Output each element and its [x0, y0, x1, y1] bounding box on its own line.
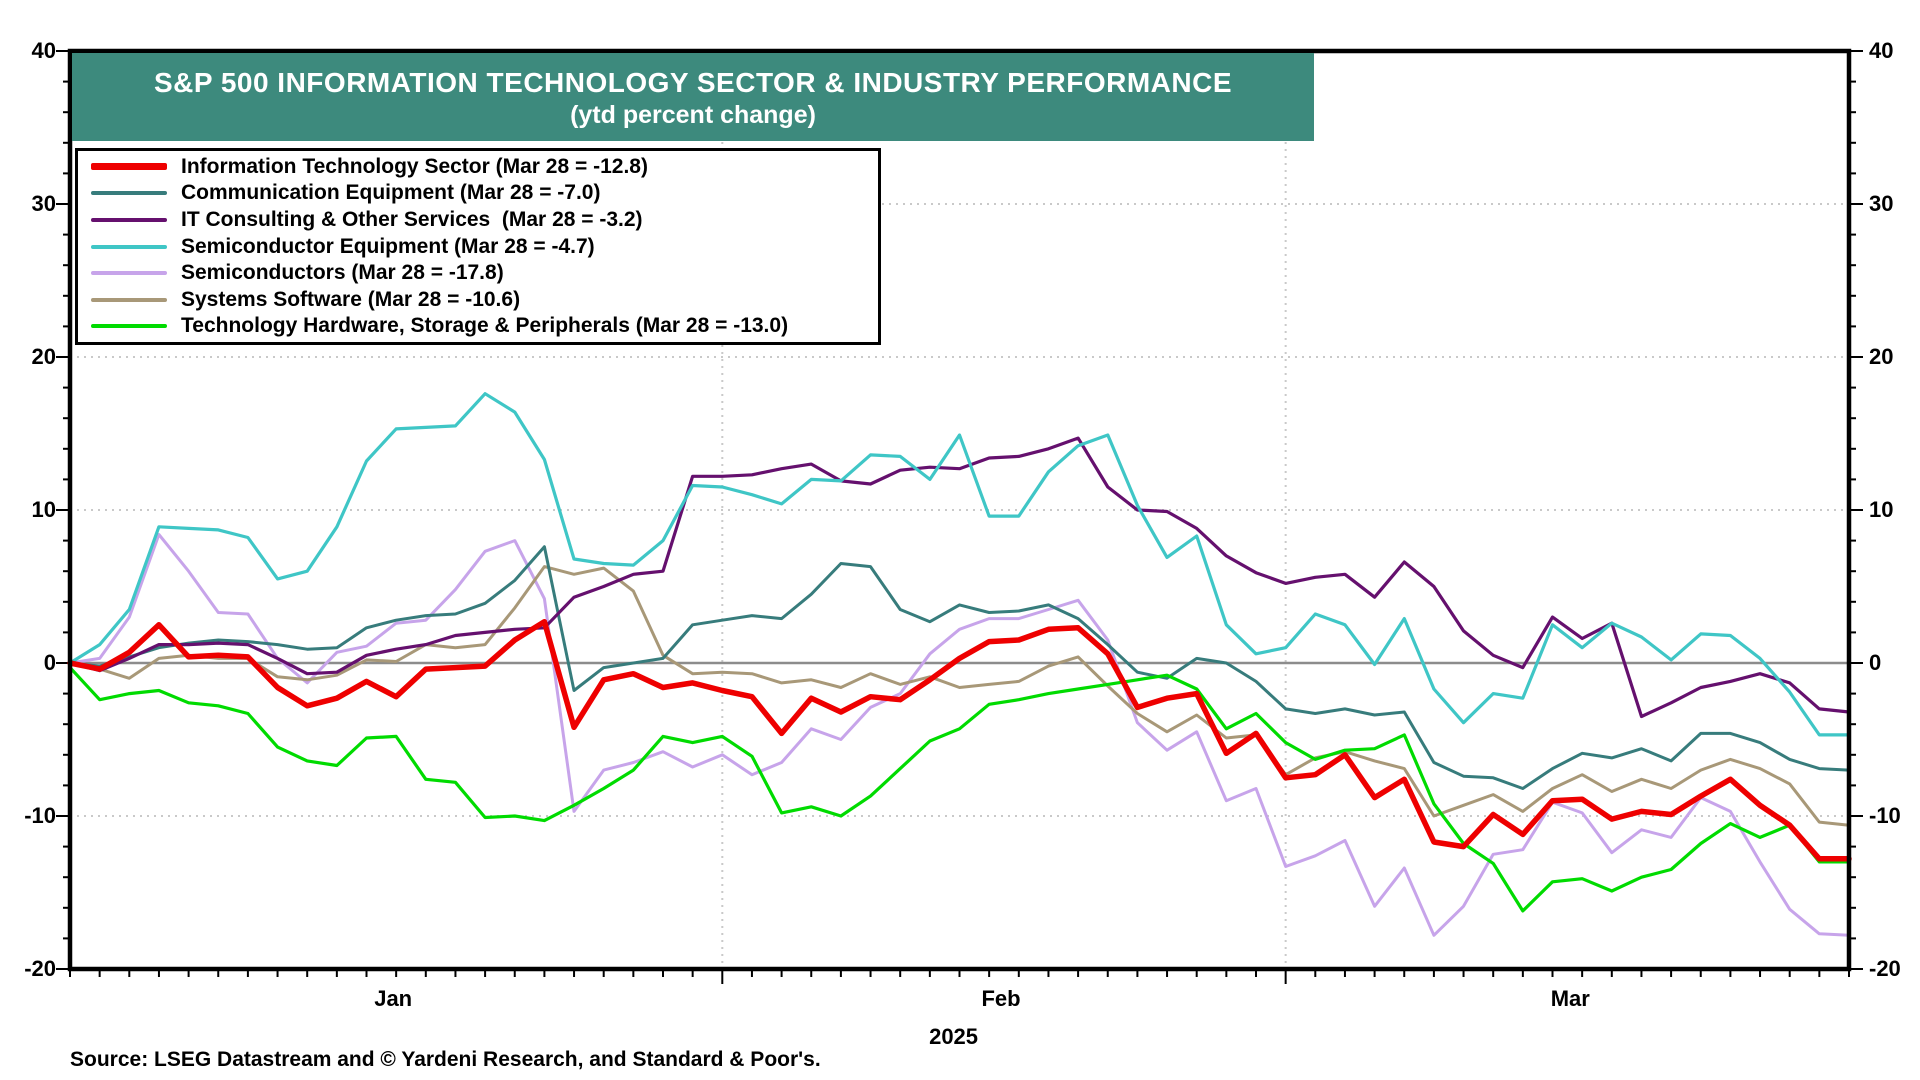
y-axis-tick-label-right--20: -20: [1869, 956, 1901, 981]
y-axis-tick-label-left-40: 40: [31, 38, 56, 63]
plot-border: [67, 48, 1852, 972]
legend-item-systems-software: Systems Software (Mar 28 = -10.6): [78, 287, 878, 313]
legend-label-systems-software: Systems Software (Mar 28 = -10.6): [181, 287, 521, 311]
legend-item-technology-hardware-storage-peripherals: Technology Hardware, Storage & Periphera…: [78, 313, 878, 339]
legend-swatch-information-technology-sector: [91, 163, 167, 171]
series-line-it-consulting-other-services: [68, 436, 1851, 719]
x-axis-label-feb: Feb: [981, 986, 1021, 1011]
legend: Information Technology Sector (Mar 28 = …: [75, 148, 881, 345]
legend-item-semiconductor-equipment: Semiconductor Equipment (Mar 28 = -4.7): [78, 234, 878, 260]
legend-label-communication-equipment: Communication Equipment (Mar 28 = -7.0): [181, 181, 601, 205]
chart-subtitle: (ytd percent change): [570, 100, 816, 129]
y-axis-tick-label-left--10: -10: [24, 803, 56, 828]
x-axis-label-mar: Mar: [1550, 986, 1590, 1011]
legend-swatch-semiconductors: [91, 271, 167, 276]
y-axis-tick-label-left-30: 30: [31, 191, 56, 216]
y-axis-tick-label-right-0: 0: [1869, 650, 1882, 675]
y-axis-tick-label-right-40: 40: [1869, 38, 1894, 63]
y-axis-tick-label-right--10: -10: [1869, 803, 1901, 828]
series-line-information-technology-sector: [67, 618, 1852, 862]
y-axis-tick-label-left--20: -20: [24, 956, 56, 981]
series-line-semiconductor-equipment: [68, 392, 1851, 737]
y-axis-tick-label-right-20: 20: [1869, 344, 1894, 369]
y-axis-tick-label-right-10: 10: [1869, 497, 1894, 522]
legend-item-it-consulting-other-services: IT Consulting & Other Services (Mar 28 =…: [78, 207, 878, 233]
legend-label-semiconductor-equipment: Semiconductor Equipment (Mar 28 = -4.7): [181, 234, 595, 258]
legend-swatch-it-consulting-other-services: [91, 217, 167, 222]
series-line-communication-equipment: [68, 545, 1851, 790]
chart-title: S&P 500 INFORMATION TECHNOLOGY SECTOR & …: [153, 66, 1233, 98]
source-attribution: Source: LSEG Datastream and © Yardeni Re…: [70, 1048, 821, 1071]
series-line-technology-hardware-storage-peripherals: [68, 665, 1851, 913]
legend-label-semiconductors: Semiconductors (Mar 28 = -17.8): [181, 261, 504, 285]
legend-item-information-technology-sector: Information Technology Sector (Mar 28 = …: [78, 154, 878, 180]
legend-label-technology-hardware-storage-peripherals: Technology Hardware, Storage & Periphera…: [181, 314, 789, 338]
legend-item-communication-equipment: Communication Equipment (Mar 28 = -7.0): [78, 180, 878, 206]
series-line-semiconductors: [68, 533, 1851, 937]
x-axis-year-label: 2025: [929, 1024, 979, 1049]
y-axis-tick-label-left-20: 20: [31, 344, 56, 369]
legend-label-it-consulting-other-services: IT Consulting & Other Services (Mar 28 =…: [181, 207, 643, 231]
legend-swatch-technology-hardware-storage-peripherals: [91, 324, 167, 329]
series-line-systems-software: [68, 565, 1851, 827]
legend-swatch-systems-software: [91, 297, 167, 302]
y-axis-tick-label-left-10: 10: [31, 497, 56, 522]
y-axis-tick-label-right-30: 30: [1869, 191, 1894, 216]
y-axis-tick-label-left-0: 0: [43, 650, 56, 675]
legend-item-semiconductors: Semiconductors (Mar 28 = -17.8): [78, 260, 878, 286]
title-banner: S&P 500 INFORMATION TECHNOLOGY SECTOR & …: [72, 53, 1314, 141]
legend-swatch-semiconductor-equipment: [91, 244, 167, 249]
legend-label-information-technology-sector: Information Technology Sector (Mar 28 = …: [181, 154, 648, 178]
legend-swatch-communication-equipment: [91, 191, 167, 196]
x-axis-label-jan: Jan: [374, 986, 413, 1011]
